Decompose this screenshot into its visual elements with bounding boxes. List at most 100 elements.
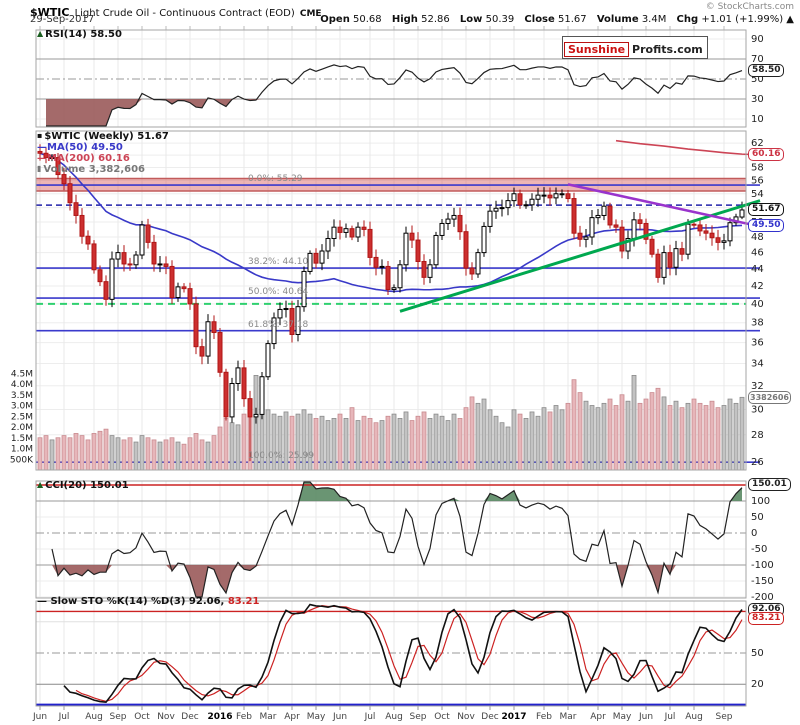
svg-text:44: 44: [751, 264, 764, 275]
svg-text:36: 36: [751, 338, 764, 349]
svg-text:100: 100: [751, 496, 770, 507]
svg-text:1.0M: 1.0M: [11, 445, 33, 455]
svg-text:3.5M: 3.5M: [11, 391, 33, 401]
svg-text:Dec: Dec: [481, 712, 498, 722]
svg-text:Mar: Mar: [560, 712, 577, 722]
svg-text:46: 46: [751, 248, 764, 259]
svg-text:-200: -200: [751, 592, 774, 603]
svg-text:70: 70: [751, 54, 764, 65]
exchange-label: CME: [299, 9, 322, 19]
axis-value-label: 150.01: [748, 478, 791, 492]
high-value: 52.86: [421, 14, 450, 25]
svg-text:Jun: Jun: [332, 712, 347, 722]
svg-text:40: 40: [751, 299, 764, 310]
svg-text:Dec: Dec: [181, 712, 198, 722]
copyright: © StockCharts.com: [705, 2, 794, 12]
svg-text:Nov: Nov: [157, 712, 175, 722]
sto-d-value: 83.21: [227, 596, 260, 607]
svg-text:-50: -50: [751, 544, 767, 555]
fib-level-label: 50.0%: 40.64: [248, 287, 309, 298]
ma200-legend: —MA(200) 60.16: [37, 153, 130, 164]
svg-text:Feb: Feb: [536, 712, 552, 722]
symbol-label: $WTIC: [30, 6, 70, 19]
svg-text:Jul: Jul: [58, 712, 70, 722]
svg-text:56: 56: [751, 175, 764, 186]
svg-text:2.0M: 2.0M: [11, 423, 33, 433]
indicator-chart-icon: ▲: [37, 480, 44, 489]
svg-text:Apr: Apr: [284, 712, 300, 722]
fib-level-label: 100.0%: 25.99: [248, 451, 314, 462]
svg-text:Feb: Feb: [236, 712, 252, 722]
svg-text:26: 26: [751, 457, 764, 468]
candlestick-icon: ▪: [37, 131, 43, 140]
chart-date: 29-Sep-2017: [30, 14, 95, 25]
price-legend: ▪ $WTIC (Weekly) 51.67: [37, 131, 169, 142]
close-label: Close: [524, 14, 555, 25]
svg-text:58: 58: [751, 163, 764, 174]
ma50-legend: —MA(50) 49.50: [37, 142, 123, 153]
fib-level-label: 61.8%: 37.18: [248, 319, 309, 330]
chg-value: +1.01 (+1.99%) ▲: [701, 14, 794, 25]
svg-text:30: 30: [751, 94, 764, 105]
svg-text:42: 42: [751, 281, 764, 292]
volume-label: Volume: [596, 14, 639, 25]
rsi-legend-text: RSI(14) 58.50: [45, 29, 122, 40]
chart-header-title: $WTIC Light Crude Oil - Continuous Contr…: [30, 1, 322, 20]
volume-legend-text: Volume 3,382,606: [43, 164, 146, 175]
svg-text:62: 62: [751, 138, 764, 149]
svg-text:-100: -100: [751, 560, 774, 571]
svg-text:2.5M: 2.5M: [11, 412, 33, 422]
volume-bars-icon: ▮: [37, 164, 42, 173]
indicator-chart-icon: ▲: [37, 29, 44, 38]
close-value: 51.67: [557, 14, 587, 25]
chg-label: Chg: [676, 14, 699, 25]
svg-text:38: 38: [751, 318, 764, 329]
svg-text:30: 30: [751, 404, 764, 415]
svg-text:50: 50: [751, 74, 764, 85]
instrument-name: Light Crude Oil - Continuous Contract (E…: [74, 8, 295, 19]
svg-text:Aug: Aug: [385, 712, 403, 722]
axis-value-label: 58.50: [748, 64, 785, 77]
svg-text:Oct: Oct: [134, 712, 150, 722]
svg-text:May: May: [613, 712, 632, 722]
open-label: Open: [320, 14, 350, 25]
svg-text:Jul: Jul: [364, 712, 376, 722]
ma200-legend-text: MA(200) 60.16: [47, 153, 130, 164]
sto-line-icon: —: [37, 596, 51, 607]
svg-text:2016: 2016: [207, 712, 232, 722]
ma50-legend-text: MA(50) 49.50: [47, 142, 123, 153]
svg-text:500K: 500K: [10, 455, 34, 465]
svg-text:Apr: Apr: [590, 712, 606, 722]
svg-text:48: 48: [751, 232, 764, 243]
fib-level-label: 0.0%: 55.29: [248, 174, 303, 185]
svg-text:Oct: Oct: [434, 712, 450, 722]
svg-text:Sep: Sep: [410, 712, 427, 722]
svg-text:4.5M: 4.5M: [11, 369, 33, 379]
high-label: High: [391, 14, 418, 25]
svg-text:34: 34: [751, 359, 764, 370]
ma50-line-icon: —: [37, 142, 47, 153]
svg-text:32: 32: [751, 381, 764, 392]
volume-legend: ▮ Volume 3,382,606: [37, 164, 145, 175]
svg-text:0: 0: [751, 528, 757, 539]
svg-text:2017: 2017: [501, 712, 526, 722]
sunshine-profits-logo[interactable]: Sunshine Profits.com: [562, 36, 708, 59]
svg-text:50: 50: [751, 512, 764, 523]
svg-text:Aug: Aug: [685, 712, 703, 722]
svg-text:Jun: Jun: [638, 712, 653, 722]
price-legend-text: $WTIC (Weekly) 51.67: [44, 131, 169, 142]
volume-value: 3.4M: [641, 14, 667, 25]
svg-text:50: 50: [751, 648, 764, 659]
ma200-line-icon: —: [37, 153, 47, 164]
fib-level-label: 38.2%: 44.10: [248, 257, 309, 268]
quote-bar: Open 50.68 High 52.86 Low 50.39 Close 51…: [313, 14, 794, 25]
svg-text:Sep: Sep: [716, 712, 733, 722]
rsi-legend: ▲ RSI(14) 58.50: [37, 29, 122, 40]
svg-text:Jun: Jun: [32, 712, 47, 722]
logo-sunshine: Sunshine: [564, 42, 630, 57]
cci-legend-text: CCI(20) 150.01: [45, 480, 129, 491]
open-value: 50.68: [353, 14, 382, 25]
svg-text:3.0M: 3.0M: [11, 402, 33, 412]
